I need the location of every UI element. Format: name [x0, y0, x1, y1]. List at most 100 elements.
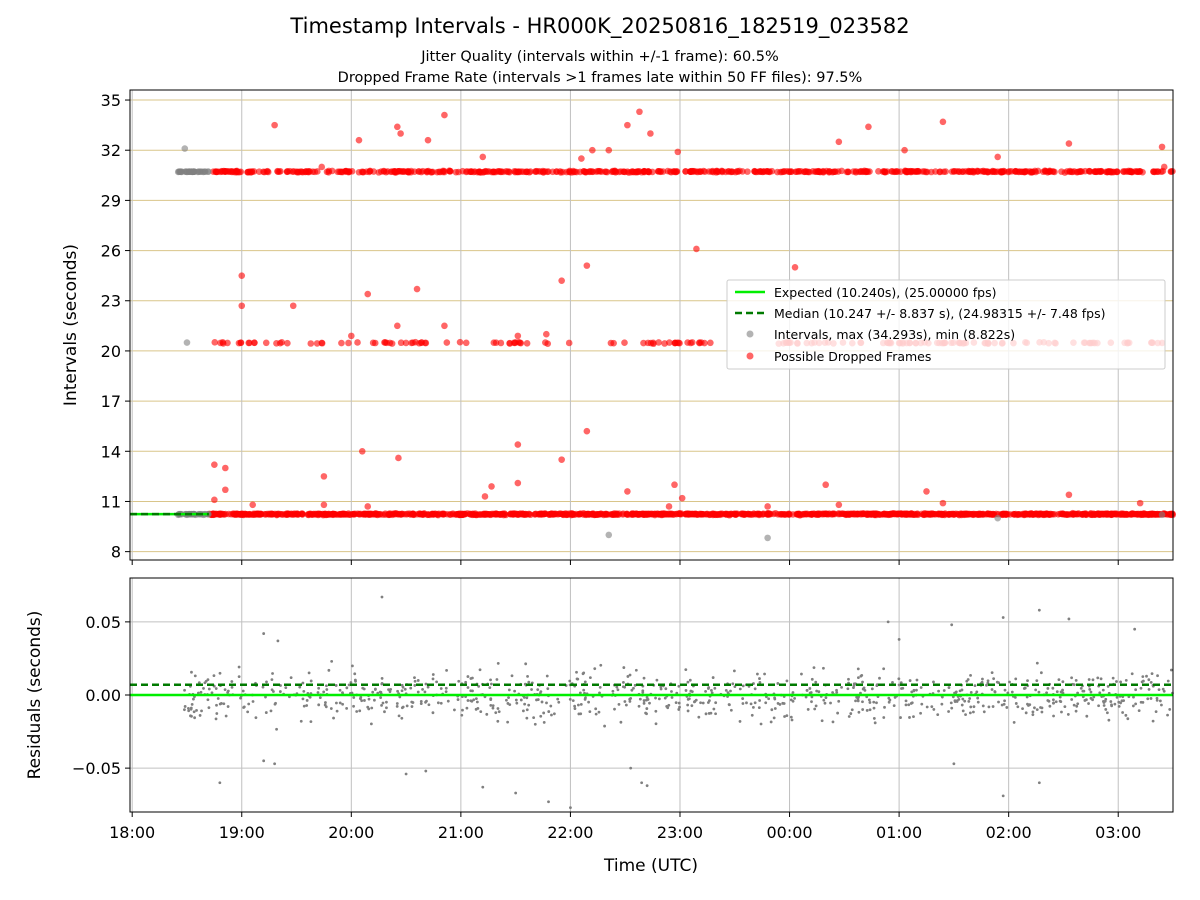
residual-point [729, 708, 733, 712]
residual-point [847, 677, 850, 681]
dropped-frame-point [621, 339, 628, 346]
dropped-frame-point [477, 511, 484, 518]
dropped-frame-point [531, 168, 539, 175]
dropped-frame-point [443, 339, 451, 346]
residual-point [1166, 713, 1169, 717]
dropped-frame-point [456, 338, 464, 346]
residual-point [856, 667, 860, 671]
residual-point [907, 703, 911, 707]
residual-point [713, 686, 717, 690]
residual-point [932, 680, 935, 684]
residual-point [466, 686, 470, 689]
residual-point [908, 716, 911, 719]
residual-point [1156, 674, 1159, 678]
residual-point [973, 684, 977, 688]
residual-point [1110, 703, 1113, 707]
residual-point [674, 701, 678, 705]
dropped-frame-point [1031, 167, 1039, 175]
dropped-frame-point [1012, 510, 1019, 518]
dropped-frame-point [666, 339, 673, 346]
dropped-frame-point [678, 494, 686, 502]
residual-point [341, 691, 344, 695]
residual-point [968, 711, 972, 715]
dropped-frame-point [345, 510, 352, 517]
top-plot-frame [129, 89, 1174, 561]
residual-point [514, 698, 518, 702]
dropped-frame-point [1023, 168, 1031, 175]
residual-point [1026, 679, 1029, 683]
x-tick-label: 21:00 [438, 823, 484, 842]
residual-point [654, 722, 658, 726]
dropped-frame-point [671, 481, 678, 489]
dropped-frame-point [835, 138, 843, 146]
residual-point [301, 681, 305, 685]
dropped-frame-point [684, 339, 691, 346]
dropped-frame-point [471, 511, 479, 518]
dropped-frame-point [559, 510, 567, 518]
dropped-frame-point [1069, 511, 1077, 518]
dropped-frame-point [588, 510, 596, 518]
residual-point [577, 712, 581, 716]
residual-point [488, 686, 492, 690]
dropped-frame-point [1065, 491, 1073, 499]
residual-point [932, 708, 936, 711]
residual-point [239, 696, 242, 700]
dropped-frame-point [424, 136, 432, 144]
residual-point [444, 690, 448, 694]
residual-point [769, 720, 773, 724]
residual-point [1055, 690, 1059, 694]
residual-point [530, 688, 533, 691]
residual-point [1132, 695, 1135, 699]
residual-point [714, 701, 718, 705]
dropped-frame-point [476, 168, 483, 176]
legend-expected-label: Expected (10.240s), (25.00000 fps) [774, 285, 996, 300]
residual-point [421, 687, 424, 691]
residual-point [738, 687, 742, 691]
dropped-frame-point [635, 511, 642, 518]
residual-point [400, 716, 404, 720]
residual-point [198, 714, 202, 717]
residual-point [261, 685, 265, 689]
residual-point [1121, 711, 1125, 714]
residual-point [363, 699, 366, 702]
residual-point [887, 700, 891, 704]
residual-point [397, 714, 401, 718]
residual-point [936, 713, 940, 716]
residual-point [302, 690, 306, 693]
residual-point [912, 688, 916, 692]
residual-point [307, 671, 311, 675]
dropped-frame-point [640, 511, 648, 519]
residual-point [634, 668, 638, 672]
dropped-frame-point [1169, 167, 1176, 175]
residual-point [1105, 711, 1109, 715]
residual-point [599, 663, 603, 667]
residual-point [507, 688, 511, 692]
residual-point [1089, 696, 1093, 700]
residual-point [353, 678, 357, 682]
residual-point [704, 689, 707, 693]
residual-point [491, 706, 495, 710]
dropped-frame-point [318, 163, 326, 171]
dropped-frame-point [433, 168, 441, 176]
residual-point [507, 696, 510, 699]
residual-point [709, 711, 713, 715]
dropped-frame-point [929, 510, 937, 518]
residual-point [628, 673, 632, 677]
residual-point [466, 675, 470, 678]
residual-point [952, 762, 956, 766]
residual-point [758, 677, 761, 680]
residual-point [909, 702, 913, 705]
x-tick-label: 03:00 [1095, 823, 1141, 842]
dropped-frame-point [307, 340, 315, 347]
residual-point [964, 713, 967, 717]
residual-point [1161, 687, 1165, 691]
residual-point [271, 672, 274, 675]
residual-point [1141, 679, 1145, 683]
residual-point [942, 689, 946, 692]
residual-point [701, 701, 705, 705]
residual-point [815, 689, 819, 693]
residual-point [708, 699, 711, 703]
dropped-frame-point [838, 167, 845, 175]
residual-point [892, 704, 896, 707]
bottom-y-tick-label: −0.05 [72, 759, 121, 778]
